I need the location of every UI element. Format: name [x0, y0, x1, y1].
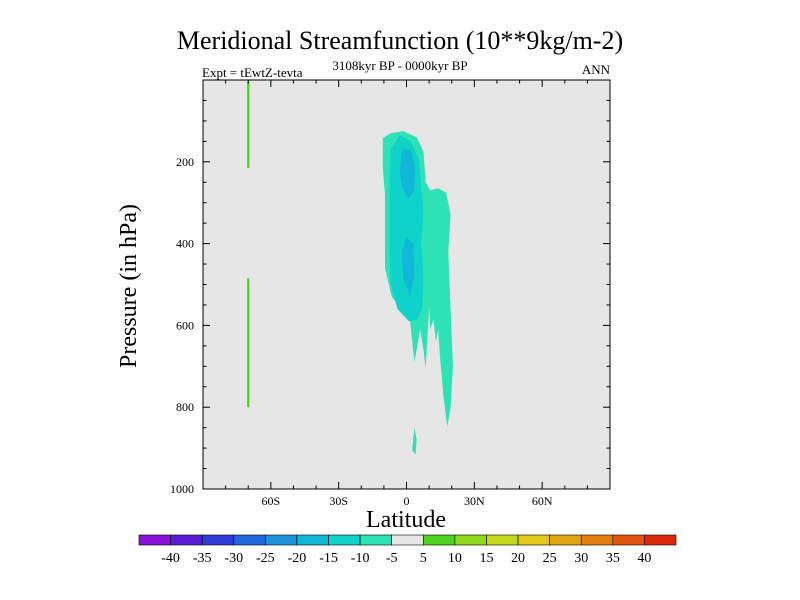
x-tick-label: 30N — [464, 494, 485, 508]
colorbar-swatch — [265, 534, 298, 546]
colorbar-swatch — [359, 534, 393, 546]
x-axis-label: Latitude — [366, 507, 446, 533]
colorbar-label: -35 — [193, 551, 212, 566]
colorbar-label: 5 — [420, 551, 427, 566]
colorbar-label: 10 — [448, 551, 462, 566]
colorbar-swatch — [612, 534, 645, 546]
experiment-label: Expt = tEwtZ-tevta — [202, 65, 303, 80]
colorbar-label: -5 — [386, 551, 398, 566]
colorbar-swatch — [138, 534, 171, 546]
y-tick-label: 400 — [176, 237, 194, 251]
contour-region-3 — [399, 149, 416, 199]
colorbar-label: -20 — [288, 551, 307, 566]
colorbar-label: 15 — [479, 551, 493, 566]
colorbar-swatch — [328, 534, 361, 546]
colorbar-label: 40 — [637, 551, 651, 566]
period-label: 3108kyr BP - 0000kyr BP — [332, 58, 468, 73]
y-axis: 200 400 600 800 1000 — [170, 99, 610, 496]
colorbar-label: 20 — [511, 551, 525, 566]
y-axis-label: Pressure (in hPa) — [116, 204, 142, 368]
colorbar-swatch — [391, 534, 424, 546]
contour-layer — [247, 82, 453, 455]
y-tick-label: 1000 — [170, 482, 194, 496]
season-label: ANN — [581, 62, 610, 77]
x-tick-label: 0 — [404, 494, 410, 508]
colorbar-label: 30 — [574, 551, 588, 566]
colorbar-label: 25 — [543, 551, 557, 566]
y-tick-label: 200 — [176, 155, 194, 169]
colorbar-swatch — [201, 534, 235, 546]
contour-region-5 — [247, 82, 250, 168]
y-tick-label: 600 — [176, 318, 194, 332]
contour-region-4 — [402, 237, 415, 295]
colorbar-swatch — [580, 534, 614, 546]
colorbar: -40 -35 -30 -25 -20 -15 -10 -5 5 10 15 20 25 30 35 40 — [138, 534, 677, 566]
colorbar-label: -10 — [351, 551, 370, 566]
colorbar-label: -30 — [224, 551, 243, 566]
colorbar-label: -40 — [161, 551, 180, 566]
colorbar-swatch — [233, 534, 266, 546]
colorbar-swatch — [422, 534, 456, 546]
colorbar-label: 35 — [606, 551, 620, 566]
colorbar-swatch — [517, 534, 550, 546]
y-tick-label: 800 — [176, 400, 194, 414]
colorbar-swatch — [170, 534, 203, 546]
contour-region-6 — [247, 278, 250, 408]
x-tick-label: 60S — [261, 494, 280, 508]
colorbar-swatch — [296, 534, 329, 546]
x-tick-label: 30S — [329, 494, 348, 508]
colorbar-swatch — [486, 534, 519, 546]
colorbar-swatch — [549, 534, 582, 546]
colorbar-label: -25 — [256, 551, 275, 566]
colorbar-swatch — [454, 534, 487, 546]
colorbar-label: -15 — [319, 551, 338, 566]
x-axis: 60S 30S 0 30N 60N — [202, 80, 611, 508]
contour-region-1 — [412, 427, 417, 455]
contour-region-2 — [389, 135, 424, 322]
chart-title: Meridional Streamfunction (10**9kg/m-2) — [176, 26, 624, 55]
x-tick-label: 60N — [532, 494, 553, 508]
colorbar-swatch — [644, 534, 677, 546]
